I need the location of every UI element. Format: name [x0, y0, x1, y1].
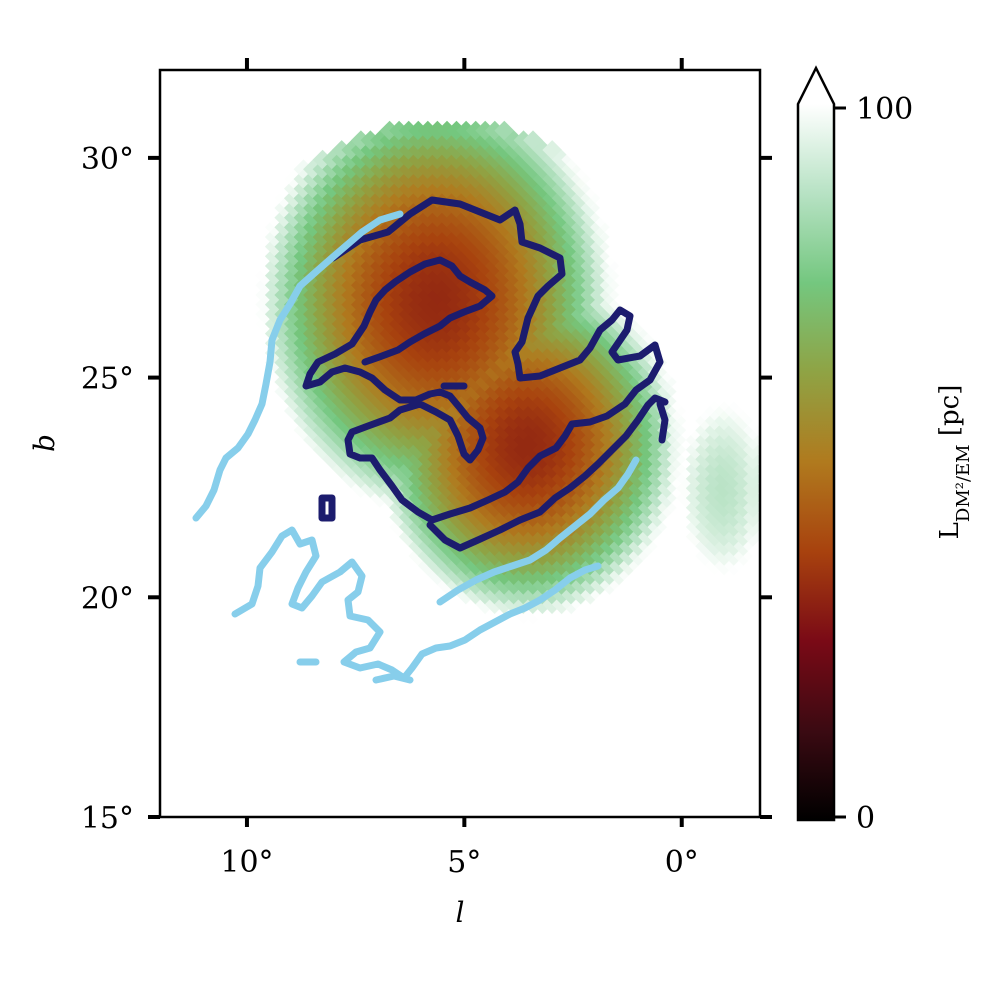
contour-dark-blue-blob — [426, 394, 669, 552]
heatmap-cell — [666, 372, 687, 392]
colorbar-gradient — [798, 104, 834, 820]
contour-dark-blue-outer — [302, 196, 664, 524]
colorbar-tick-label-0: 0 — [856, 801, 875, 836]
x-tick-label: 0° — [665, 845, 699, 880]
contour-dark-blue-small1 — [318, 494, 336, 522]
colorbar-label: LDM²/EM [pc] — [935, 385, 974, 540]
heatmap-cell — [609, 275, 629, 296]
contour-light-blue-left — [192, 210, 404, 522]
contour-light-blue-bottom — [231, 526, 602, 682]
heatmap-cell — [647, 546, 668, 566]
colorbar-label-main: L — [935, 522, 965, 539]
x-tick-label: 10° — [220, 845, 273, 880]
x-tick-label: 5° — [447, 845, 481, 880]
colorbar-extend-triangle — [798, 68, 834, 104]
colorbar: 100 0 LDM²/EM [pc] — [796, 65, 974, 836]
heatmap-cell — [676, 381, 696, 402]
contour-light-blue-right — [436, 456, 640, 606]
plot-frame — [158, 68, 762, 819]
heatmap-cell — [666, 362, 687, 383]
colorbar-frame — [796, 65, 836, 822]
heatmap-cell — [609, 285, 629, 305]
heatmap-cell — [743, 410, 760, 431]
heatmap-cell — [733, 391, 754, 412]
colorbar-label-sub: DM²/EM — [953, 444, 974, 522]
y-tick-label: 20° — [81, 581, 134, 616]
plot-area — [158, 68, 762, 819]
heatmap-cell — [733, 381, 754, 402]
y-tick-label: 15° — [81, 801, 134, 836]
heatmap-cell — [599, 594, 620, 615]
colorbar-tick-label-100: 100 — [856, 92, 913, 127]
heatmap-cell — [657, 362, 677, 383]
x-axis-label: l — [456, 896, 465, 929]
contour-dark-blue-inner — [656, 400, 669, 444]
y-tick-label: 25° — [81, 362, 134, 397]
contour-light-blue-bottom2 — [372, 672, 414, 684]
heatmap-cell — [647, 323, 668, 344]
heatmap-cell — [609, 265, 629, 286]
y-tick-label: 30° — [81, 142, 134, 177]
heatmap-cell — [637, 323, 658, 344]
heatmap-cell — [724, 381, 744, 402]
heatmap-cell — [733, 575, 754, 595]
heatmap-cell — [657, 526, 677, 547]
heatmap-cell — [743, 401, 760, 421]
heatmap-cell — [666, 381, 687, 402]
heatmap-cell — [676, 391, 696, 412]
y-axis-label: b — [28, 434, 61, 452]
x-axis: 10° 5° 0° — [220, 58, 699, 880]
colorbar-label-unit: [pc] — [935, 385, 965, 445]
heatmap-cell — [743, 391, 760, 412]
heatmap-cell — [637, 314, 658, 334]
heatmap-cell — [743, 565, 760, 586]
contours-light-blue — [192, 210, 640, 684]
heatmap-cell — [628, 304, 649, 325]
contours-dark-blue — [302, 196, 669, 552]
y-axis: 15° 20° 25° 30° — [81, 142, 772, 836]
heatmap-cell — [609, 256, 629, 276]
